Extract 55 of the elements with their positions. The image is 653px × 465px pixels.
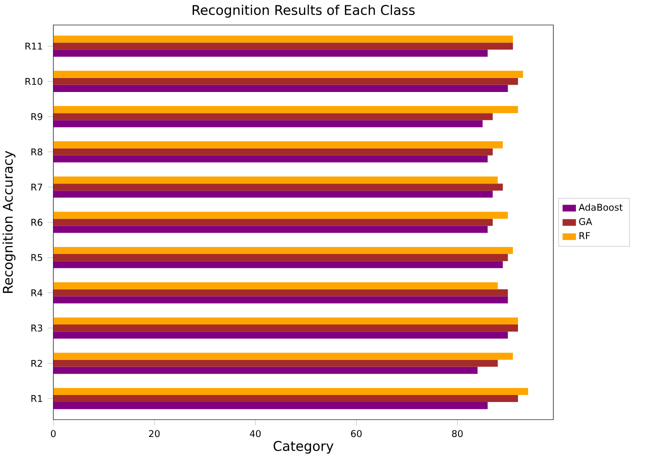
y-axis-title: Recognition Accuracy: [2, 150, 16, 293]
bar: [53, 190, 493, 198]
legend-label: AdaBoost: [578, 204, 623, 211]
bar: [53, 352, 513, 360]
chart-title: Recognition Results of Each Class: [192, 4, 415, 18]
bar: [53, 155, 488, 162]
y-tick-label: R11: [25, 42, 42, 50]
x-tick-label: 60: [351, 430, 362, 438]
bar: [53, 388, 528, 395]
legend-label: RF: [580, 232, 590, 240]
bar: [53, 36, 513, 43]
y-tick-label: R10: [25, 78, 42, 85]
bar: [53, 324, 518, 332]
bar: [53, 42, 513, 50]
x-tick-label: 80: [452, 430, 463, 438]
bar: [53, 317, 518, 325]
x-axis-title: Category: [274, 440, 334, 454]
bar: [53, 296, 508, 304]
y-tick-label: R3: [31, 324, 42, 332]
bar: [53, 226, 488, 233]
bar: [53, 70, 524, 78]
bar: [53, 141, 503, 148]
bar: [53, 50, 488, 57]
bar: [53, 78, 518, 85]
bar: [53, 106, 518, 114]
bar: [53, 366, 478, 374]
bar: [53, 360, 498, 367]
bar: [53, 402, 488, 410]
y-tick-label: R7: [31, 184, 42, 190]
x-tick-label: 20: [149, 430, 160, 438]
bar: [53, 261, 503, 268]
bar: [53, 282, 498, 290]
bar: [53, 395, 518, 402]
y-tick-label: R1: [31, 395, 42, 402]
bar: [53, 332, 508, 339]
bar: [53, 184, 503, 191]
bar: [53, 289, 508, 296]
bar: [53, 254, 508, 262]
bar: [53, 148, 493, 156]
legend-label: GA: [579, 218, 592, 226]
x-tick-label: 40: [250, 430, 261, 438]
y-tick-label: R8: [31, 148, 42, 156]
x-tick-label: 0: [50, 430, 56, 438]
bar: [53, 84, 508, 92]
y-tick-label: R6: [31, 218, 42, 226]
y-tick-label: R4: [31, 289, 42, 296]
y-tick-label: R5: [31, 254, 42, 262]
bar: [53, 218, 493, 226]
bar: [53, 113, 493, 120]
bar: [53, 120, 483, 128]
bar: [53, 212, 508, 219]
bar: [53, 176, 498, 184]
bar: [53, 247, 513, 254]
y-tick-label: R2: [31, 360, 42, 367]
y-tick-label: R9: [31, 113, 42, 120]
